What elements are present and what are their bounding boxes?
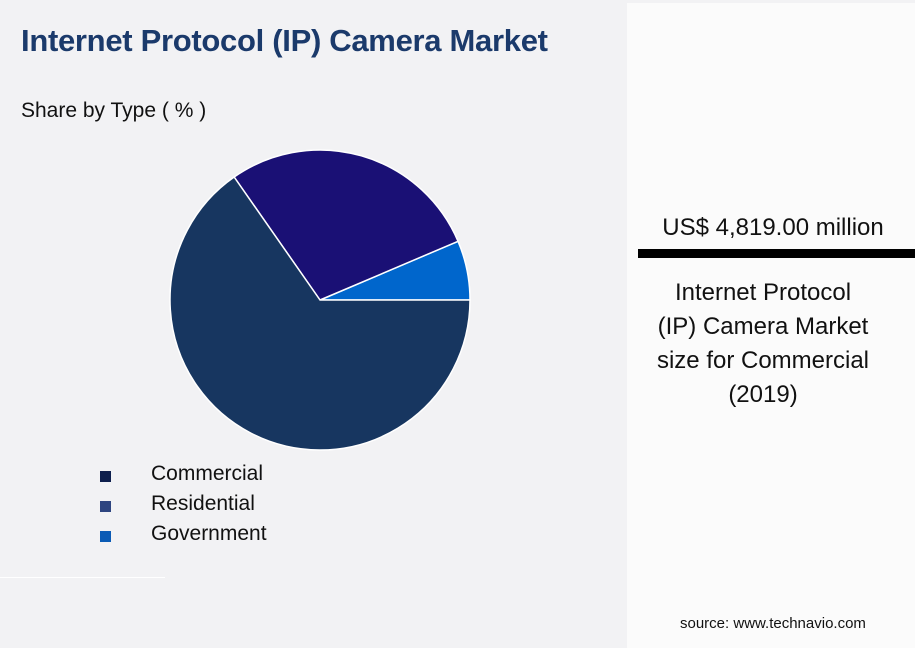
- legend-swatch-residential: [100, 501, 111, 512]
- chart-subtitle: Share by Type ( % ): [21, 99, 207, 122]
- legend-swatch-government: [100, 531, 111, 542]
- side-panel: [627, 3, 915, 648]
- pie-slice-residential: [233, 149, 460, 301]
- legend-label: Commercial: [151, 462, 264, 485]
- description-line: Internet Protocol: [674, 279, 852, 306]
- description-line: (IP) Camera Market: [657, 313, 869, 340]
- legend-label: Government: [151, 522, 267, 545]
- pie-slice-commercial: [169, 175, 471, 451]
- market-description: Internet Protocol (IP) Camera Market siz…: [632, 276, 894, 412]
- market-value: US$ 4,819.00 million: [662, 214, 884, 241]
- source-credit: source: www.technavio.com: [680, 615, 866, 632]
- pie-chart: [169, 149, 471, 451]
- description-line: (2019): [728, 381, 798, 408]
- divider: [0, 577, 165, 578]
- legend-label: Residential: [151, 492, 255, 515]
- value-underline: [638, 249, 915, 258]
- legend-swatch-commercial: [100, 471, 111, 482]
- chart-title: Internet Protocol (IP) Camera Market: [21, 23, 548, 58]
- description-line: size for Commercial: [656, 347, 870, 374]
- pie-slices: [169, 149, 471, 451]
